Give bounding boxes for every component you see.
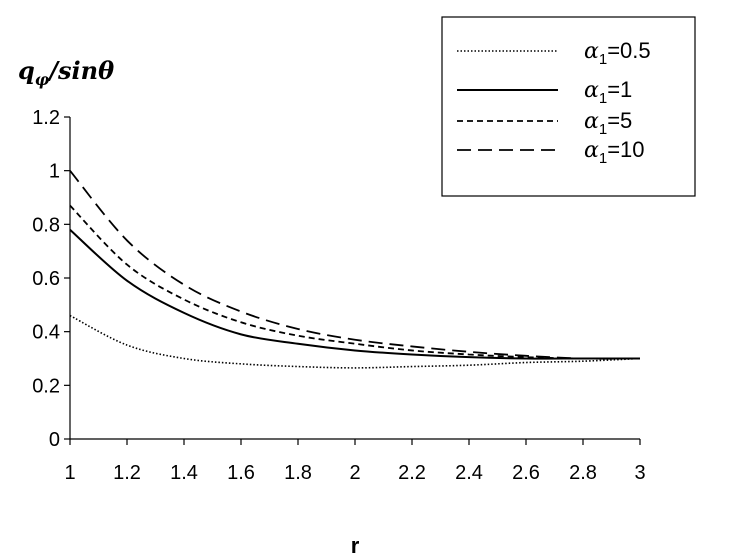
x-tick-label: 1.4 xyxy=(170,462,198,484)
tick-labels: 1 1.2 1.4 1.6 1.8 2 2.2 2.4 2.6 2.8 3 0 0.2 0.4 0.6 0.8… xyxy=(32,107,645,484)
x-tick-label: 2.8 xyxy=(569,462,597,484)
y-axis-title: qφ/sinθ xyxy=(18,56,114,89)
x-tick-label: 1.8 xyxy=(284,462,312,484)
legend-box xyxy=(441,16,696,197)
legend-label-4: α1=10 xyxy=(584,137,645,167)
series-lines xyxy=(69,170,641,369)
legend-label-1: α1=0.5 xyxy=(584,38,651,68)
x-tick-label: 2.4 xyxy=(455,462,483,484)
x-axis-title: r xyxy=(351,533,360,558)
y-tick-label: 0.6 xyxy=(32,268,60,290)
x-tick-label: 2.2 xyxy=(398,462,426,484)
x-tick-label: 3 xyxy=(634,462,645,484)
series-line-4 xyxy=(69,170,641,360)
y-tick-label: 0.8 xyxy=(32,214,60,236)
y-tick-label: 0.4 xyxy=(32,322,60,344)
y-tick-label: 1.2 xyxy=(32,107,60,129)
x-tick-label: 1.6 xyxy=(227,462,255,484)
series-line-2 xyxy=(69,228,640,360)
y-tick-label: 0.2 xyxy=(32,375,60,397)
y-tick-label: 0 xyxy=(49,429,60,451)
legend-label-3: α1=5 xyxy=(584,108,632,138)
x-tick-label: 2 xyxy=(349,462,360,484)
x-tick-label: 1.2 xyxy=(113,462,141,484)
x-tick-label: 1 xyxy=(64,462,75,484)
y-tick-label: 1 xyxy=(49,161,60,183)
series-line-3 xyxy=(69,204,641,360)
legend-label-2: α1=1 xyxy=(584,77,632,107)
x-tick-label: 2.6 xyxy=(512,462,540,484)
legend: α1=0.5 α1=1α1=5α1=10 xyxy=(441,16,696,197)
series-line-1 xyxy=(69,314,641,369)
